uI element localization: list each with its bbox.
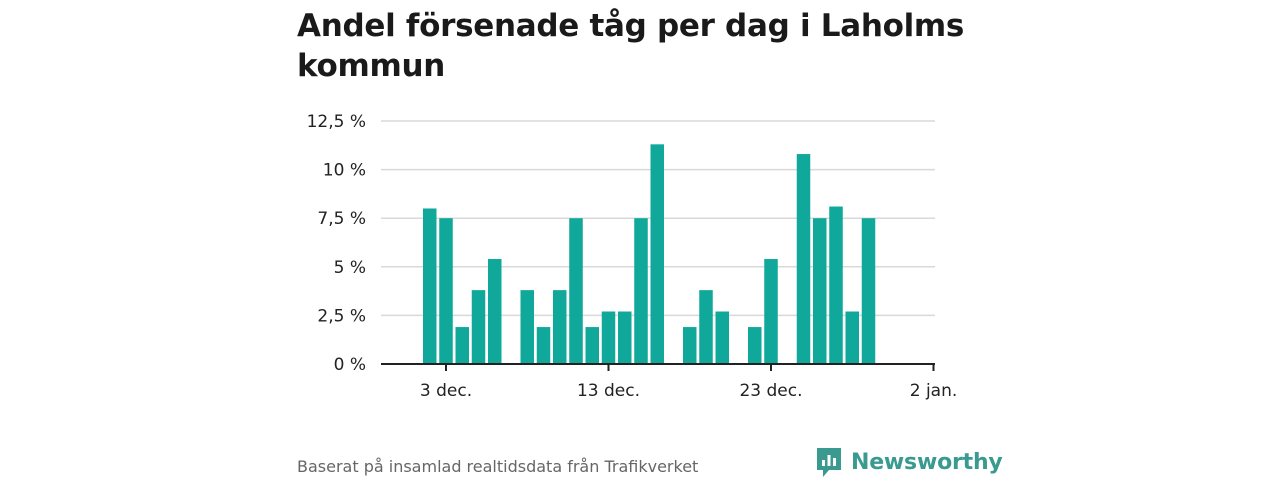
bar (699, 290, 713, 364)
newsworthy-logo-icon (817, 448, 841, 477)
y-tick-label: 5 % (334, 258, 366, 278)
bar (796, 154, 811, 364)
bar (861, 218, 876, 364)
chart-title: Andel försenade tåg per dag i Laholms ko… (297, 8, 965, 84)
bar (618, 311, 632, 364)
bar (585, 327, 599, 364)
bar (813, 218, 827, 364)
bar (634, 218, 648, 364)
x-tick-label: 13 dec. (577, 381, 640, 401)
y-tick-label: 0 % (334, 355, 366, 375)
x-tick-label: 2 jan. (910, 381, 958, 401)
bar (748, 327, 762, 364)
source-note: Baserat på insamlad realtidsdata från Tr… (297, 457, 699, 476)
bar (439, 218, 453, 364)
bar (536, 327, 551, 364)
brand-name: Newsworthy (851, 449, 1003, 475)
bar (520, 290, 534, 364)
bar-layer (423, 144, 876, 364)
bar (471, 290, 486, 364)
y-tick-label: 2,5 % (317, 306, 366, 326)
brand-logo: Newsworthy (815, 446, 1003, 478)
bar (601, 311, 616, 364)
bar (845, 311, 859, 364)
bar (764, 259, 778, 364)
bar (553, 290, 567, 364)
bar (829, 206, 843, 364)
bar (455, 327, 469, 364)
bar (650, 144, 664, 364)
x-tick-label: 23 dec. (739, 381, 802, 401)
y-tick-label: 7,5 % (317, 209, 366, 229)
y-tick-label: 10 % (323, 161, 366, 181)
bar-chart: 0 % 2,5 % 5 % 7,5 % 10 % 12,5 % 3 dec. 13 dec. 2… (307, 112, 958, 401)
bar (423, 208, 437, 364)
bar (569, 218, 583, 364)
axis-layer: 0 % 2,5 % 5 % 7,5 % 10 % 12,5 % 3 dec. 13 dec. 2… (307, 112, 958, 401)
bar (715, 311, 729, 364)
y-tick-label: 12,5 % (307, 112, 366, 132)
bar (488, 259, 502, 364)
bar (683, 327, 697, 364)
x-tick-label: 3 dec. (420, 381, 472, 401)
